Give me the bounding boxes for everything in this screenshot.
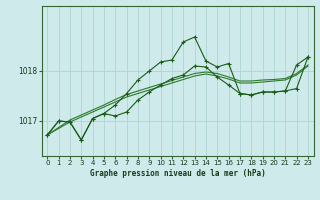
X-axis label: Graphe pression niveau de la mer (hPa): Graphe pression niveau de la mer (hPa) — [90, 169, 266, 178]
